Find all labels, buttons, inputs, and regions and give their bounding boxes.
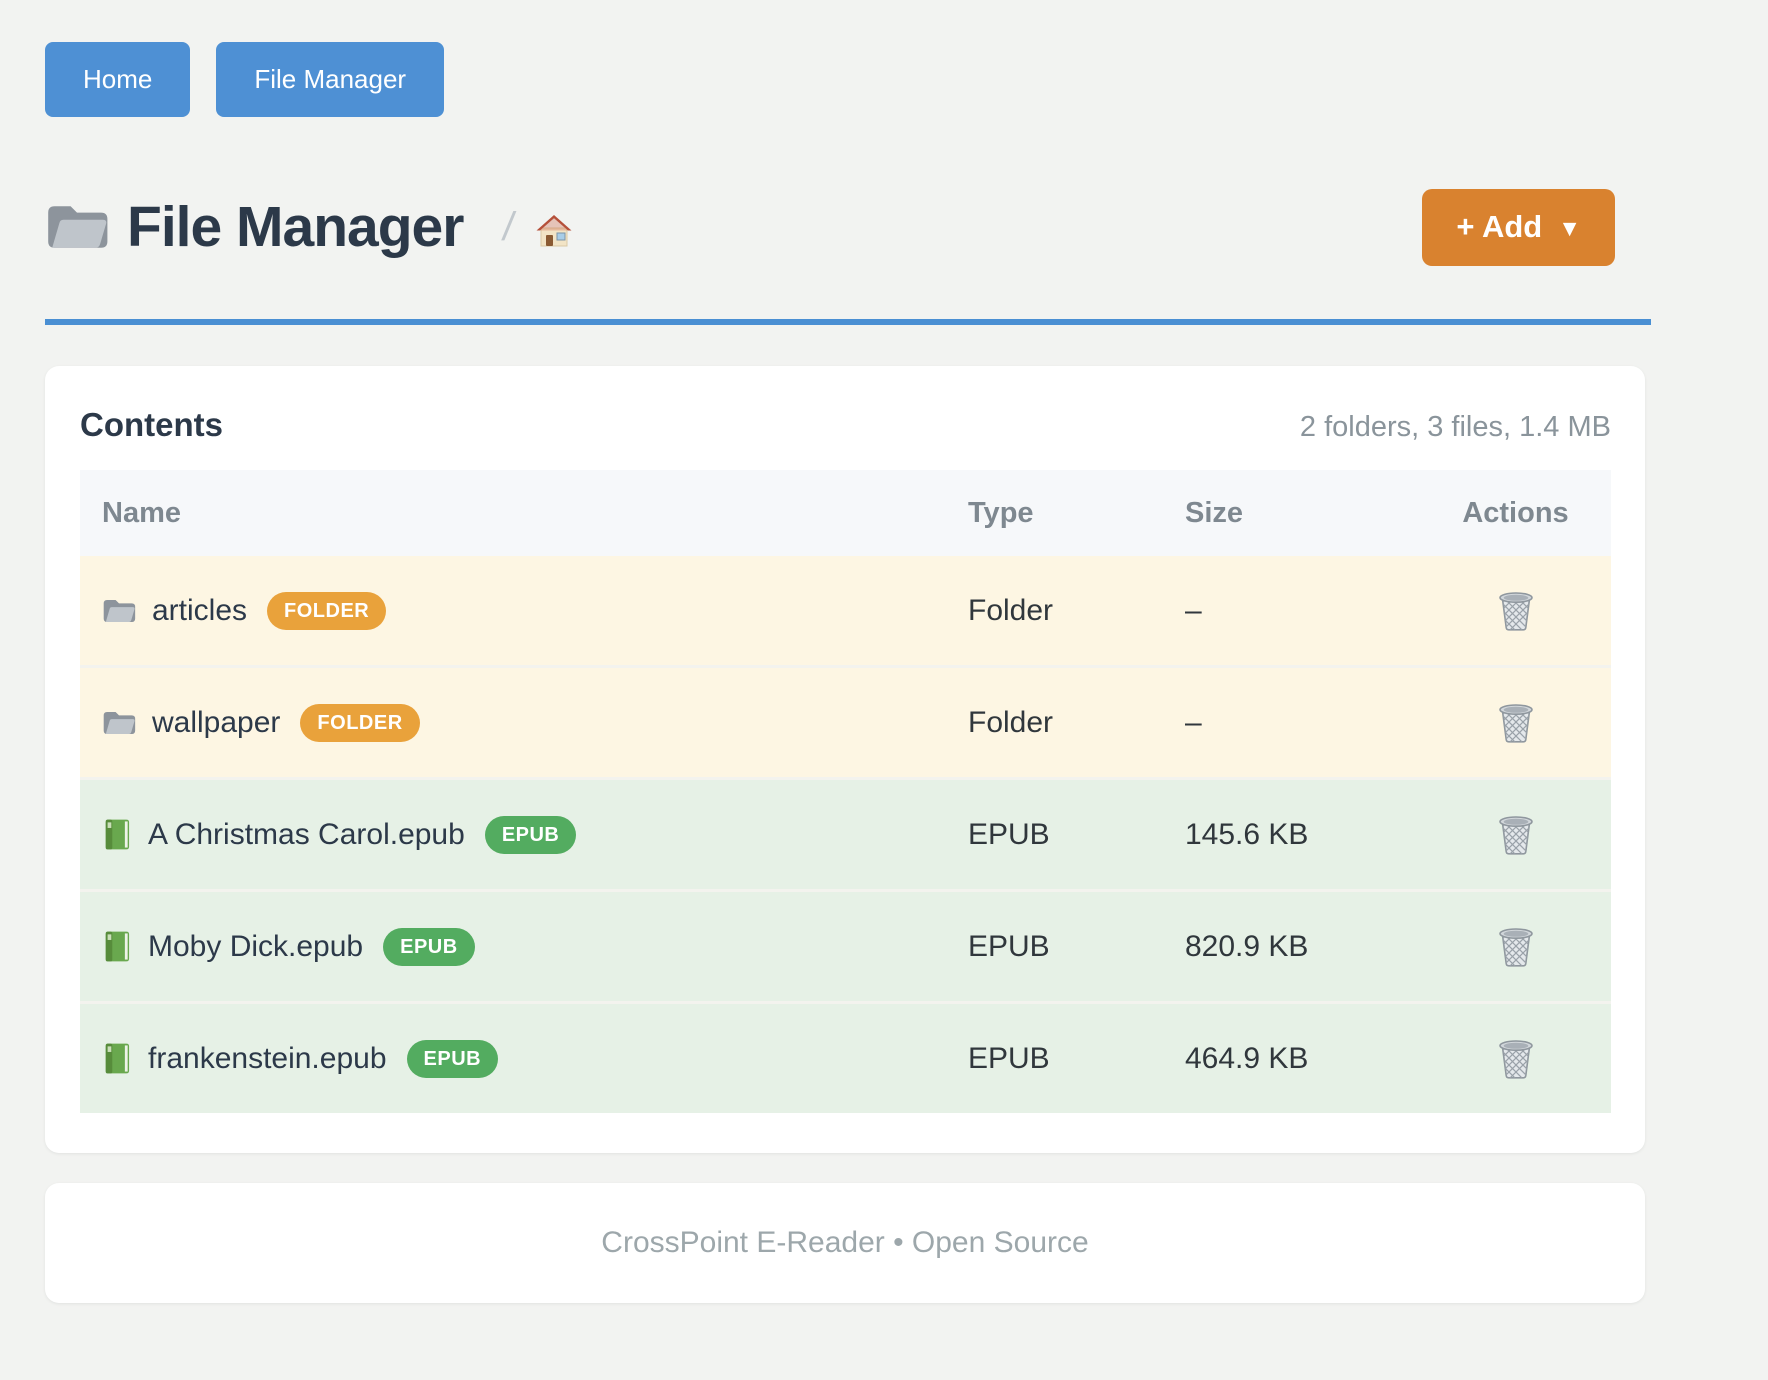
accent-divider — [45, 319, 1651, 325]
table-row-moby-dick[interactable]: Moby Dick.epub EPUB EPUB 820.9 KB — [80, 892, 1611, 1004]
table-header-row: Name Type Size Actions — [80, 470, 1611, 556]
file-manager-button[interactable]: File Manager — [216, 42, 445, 117]
file-name[interactable]: articles — [152, 593, 248, 627]
delete-button[interactable] — [1494, 1036, 1538, 1082]
file-table: Name Type Size Actions articles FOLDER F… — [80, 470, 1611, 1113]
file-size: – — [1185, 593, 1202, 627]
file-name[interactable]: Moby Dick.epub — [148, 929, 364, 963]
contents-summary: 2 folders, 3 files, 1.4 MB — [1299, 411, 1611, 443]
file-size: 145.6 KB — [1185, 817, 1309, 851]
column-header-type: Type — [968, 496, 1034, 529]
folder-badge: FOLDER — [300, 703, 420, 742]
folder-badge: FOLDER — [267, 591, 387, 630]
epub-badge: EPUB — [406, 1039, 499, 1078]
table-row-articles[interactable]: articles FOLDER Folder – — [80, 556, 1611, 668]
breadcrumb-separator: / — [500, 204, 518, 249]
column-header-name: Name — [102, 496, 181, 529]
footer-card: CrossPoint E-Reader • Open Source — [45, 1183, 1645, 1303]
file-name[interactable]: A Christmas Carol.epub — [148, 817, 465, 851]
footer-text: CrossPoint E-Reader • Open Source — [601, 1226, 1089, 1259]
file-type: Folder — [968, 705, 1054, 739]
trash-icon — [1498, 927, 1534, 967]
file-name[interactable]: frankenstein.epub — [148, 1041, 387, 1075]
file-type: Folder — [968, 593, 1054, 627]
book-icon — [105, 1043, 130, 1074]
caret-down-icon: ▼ — [1558, 215, 1581, 241]
page-header: File Manager / + Add ▼ — [45, 187, 1651, 267]
file-name[interactable]: wallpaper — [152, 705, 281, 739]
folder-icon — [103, 599, 136, 622]
home-button[interactable]: Home — [45, 42, 191, 117]
contents-heading: Contents — [80, 406, 223, 443]
file-type: EPUB — [968, 1041, 1050, 1075]
book-icon — [105, 819, 130, 850]
file-size: 820.9 KB — [1185, 929, 1309, 963]
delete-button[interactable] — [1494, 924, 1538, 970]
contents-header: Contents 2 folders, 3 files, 1.4 MB — [80, 400, 1611, 444]
book-icon — [105, 931, 130, 962]
column-header-size: Size — [1185, 496, 1244, 529]
add-button-label: + Add — [1456, 209, 1543, 244]
epub-badge: EPUB — [383, 927, 475, 966]
file-size: 464.9 KB — [1185, 1041, 1309, 1075]
folder-icon — [103, 711, 136, 734]
table-row-frankenstein[interactable]: frankenstein.epub EPUB EPUB 464.9 KB — [80, 1004, 1611, 1113]
file-type: EPUB — [968, 817, 1050, 851]
top-nav: Home File Manager — [45, 42, 1651, 117]
page: Home File Manager File Manager / + Add ▼… — [45, 42, 1651, 1303]
contents-card: Contents 2 folders, 3 files, 1.4 MB Name… — [45, 366, 1645, 1153]
add-button[interactable]: + Add ▼ — [1422, 188, 1615, 266]
trash-icon — [1498, 703, 1534, 743]
epub-badge: EPUB — [484, 815, 577, 854]
delete-button[interactable] — [1494, 700, 1538, 746]
table-row-wallpaper[interactable]: wallpaper FOLDER Folder – — [80, 668, 1611, 780]
trash-icon — [1498, 591, 1534, 631]
column-header-actions: Actions — [1462, 496, 1569, 529]
table-row-christmas-carol[interactable]: A Christmas Carol.epub EPUB EPUB 145.6 K… — [80, 780, 1611, 892]
delete-button[interactable] — [1494, 588, 1538, 634]
page-title: File Manager — [127, 195, 464, 259]
file-size: – — [1185, 705, 1202, 739]
file-type: EPUB — [968, 929, 1050, 963]
title-wrap: File Manager / — [45, 194, 573, 260]
delete-button[interactable] — [1494, 812, 1538, 858]
trash-icon — [1498, 1039, 1534, 1079]
house-icon[interactable] — [535, 212, 573, 248]
folder-icon — [48, 206, 108, 248]
trash-icon — [1498, 815, 1534, 855]
